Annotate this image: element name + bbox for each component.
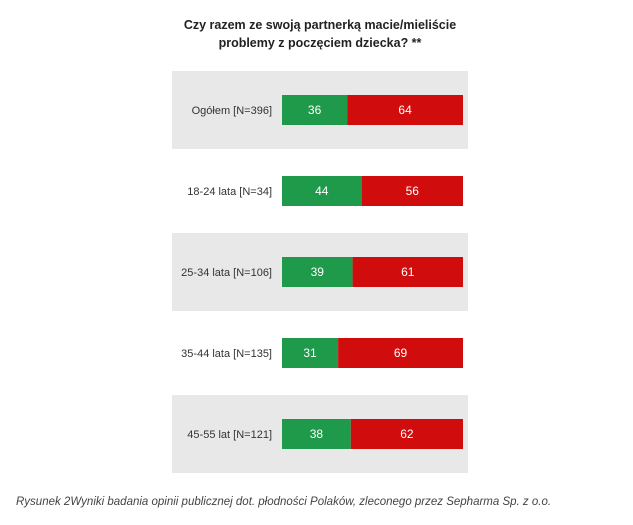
data-label: 38 — [310, 427, 324, 441]
bar-segment-no — [350, 419, 463, 449]
bar-segment-yes — [282, 338, 339, 368]
bar-segment-no — [338, 338, 463, 368]
chart-title-line-2: problemy z poczęciem dziecka? ** — [218, 36, 422, 50]
data-label: 36 — [308, 103, 322, 117]
category-label: Ogółem [N=396] — [192, 105, 272, 117]
figure-caption: Rysunek 2Wyniki badania opinii publiczne… — [16, 496, 552, 508]
data-label: 39 — [311, 265, 325, 279]
bar-segment-yes — [282, 419, 351, 449]
data-label: 69 — [394, 346, 408, 360]
data-label: 31 — [303, 346, 317, 360]
bar-segment-yes — [282, 257, 353, 287]
chart-title-line-1: Czy razem ze swoją partnerką macie/mieli… — [183, 18, 457, 32]
data-label: 44 — [315, 184, 329, 198]
bar-segment-yes — [282, 95, 348, 125]
bar-segment-no — [347, 95, 463, 125]
chart-title: Czy razem ze swoją partnerką macie/mieli… — [170, 16, 470, 52]
data-label: 64 — [398, 103, 412, 117]
category-label: 25-34 lata [N=106] — [181, 267, 272, 279]
bar-segment-no — [352, 257, 463, 287]
category-label: 35-44 lata [N=135] — [181, 348, 272, 360]
category-label: 45-55 lat [N=121] — [187, 429, 272, 441]
data-label: 62 — [400, 427, 414, 441]
bar-segment-yes — [282, 176, 362, 206]
data-label: 61 — [401, 265, 415, 279]
data-label: 56 — [406, 184, 420, 198]
category-label: 18-24 lata [N=34] — [187, 186, 272, 198]
bar-segment-no — [361, 176, 463, 206]
